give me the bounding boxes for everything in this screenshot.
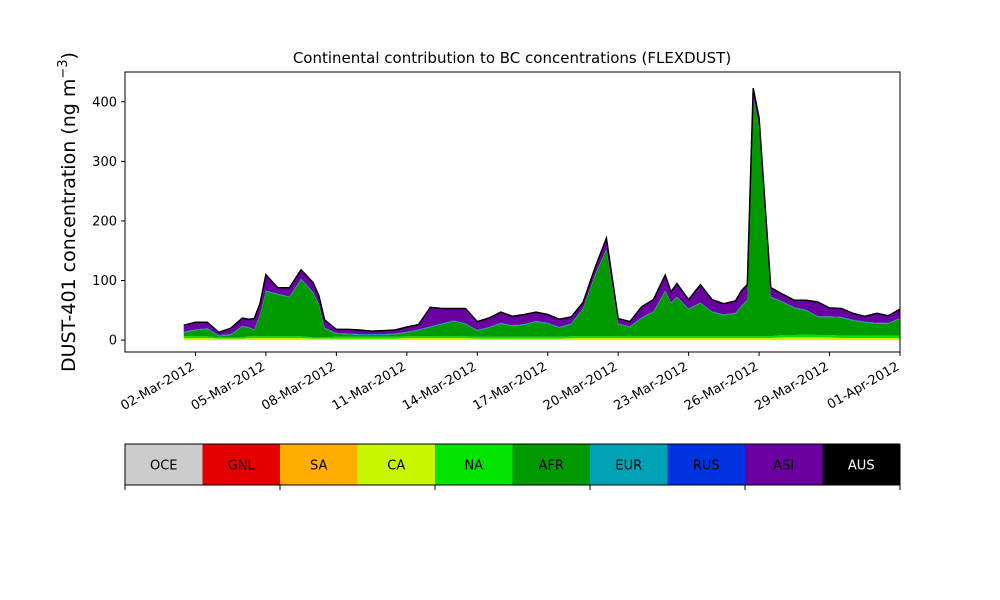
x-tick-label: 20-Mar-2012 <box>541 359 620 413</box>
y-axis-label-close: ) <box>58 52 80 59</box>
legend-label-sa: SA <box>310 459 327 474</box>
legend-label-eur: EUR <box>615 459 642 474</box>
y-axis-label-exponent: −3 <box>56 59 71 78</box>
x-tick-label: 26-Mar-2012 <box>682 359 761 413</box>
legend-swatch-eur <box>590 444 668 485</box>
x-tick-label: 23-Mar-2012 <box>611 359 690 413</box>
legend-swatch-afr <box>512 444 591 485</box>
y-tick-label: 200 <box>92 214 117 229</box>
y-axis-label: DUST-401 concentration (ng m−3) <box>56 52 80 372</box>
legend-swatch-na <box>435 444 513 485</box>
total-outline-line <box>183 87 901 334</box>
x-tick-label: 29-Mar-2012 <box>752 359 831 413</box>
legend-swatch-gnl <box>202 444 281 485</box>
legend-swatch-aus <box>822 444 901 485</box>
y-axis-label-main: DUST-401 concentration (ng m <box>58 79 80 372</box>
x-tick-label: 05-Mar-2012 <box>189 359 268 413</box>
y-tick-label: 400 <box>92 95 117 110</box>
legend-label-ca: CA <box>387 459 405 474</box>
legend-label-oce: OCE <box>150 459 178 474</box>
area-afr <box>183 97 900 338</box>
x-axis: 02-Mar-201205-Mar-201208-Mar-201211-Mar-… <box>118 352 902 414</box>
x-tick-label: 02-Mar-2012 <box>118 359 197 413</box>
legend-label-aus: AUS <box>848 459 875 474</box>
y-axis: 0 100 200 300 400 <box>92 95 125 349</box>
legend-swatch-rus <box>667 444 746 485</box>
legend-label-afr: AFR <box>539 459 564 474</box>
legend-swatch-ca <box>357 444 436 485</box>
area-asi <box>183 88 900 336</box>
plot-area <box>124 71 901 353</box>
area-na <box>183 334 900 339</box>
legend-label-na: NA <box>464 459 483 474</box>
y-tick-label: 300 <box>92 155 117 170</box>
x-tick-label: 17-Mar-2012 <box>471 359 550 413</box>
plot-frame <box>124 71 901 353</box>
legend-swatch-sa <box>280 444 358 485</box>
legend-swatch-oce <box>125 444 203 485</box>
chart-title: Continental contribution to BC concentra… <box>293 49 731 67</box>
legend-label-rus: RUS <box>693 459 720 474</box>
legend-frame <box>124 443 901 486</box>
x-tick-label: 11-Mar-2012 <box>330 359 409 413</box>
legend-label-gnl: GNL <box>228 459 256 474</box>
legend: OCE GNL SA CA NA AFR EUR RUS ASI AUS <box>124 443 901 490</box>
x-tick-label: 14-Mar-2012 <box>400 359 479 413</box>
x-tick-label: 01-Apr-2012 <box>825 359 902 412</box>
legend-swatch-asi <box>745 444 823 485</box>
stacked-areas <box>183 88 900 341</box>
legend-label-asi: ASI <box>773 459 794 474</box>
x-tick-label: 08-Mar-2012 <box>259 359 338 413</box>
y-tick-label: 100 <box>92 274 117 289</box>
y-tick-label: 0 <box>109 334 117 349</box>
